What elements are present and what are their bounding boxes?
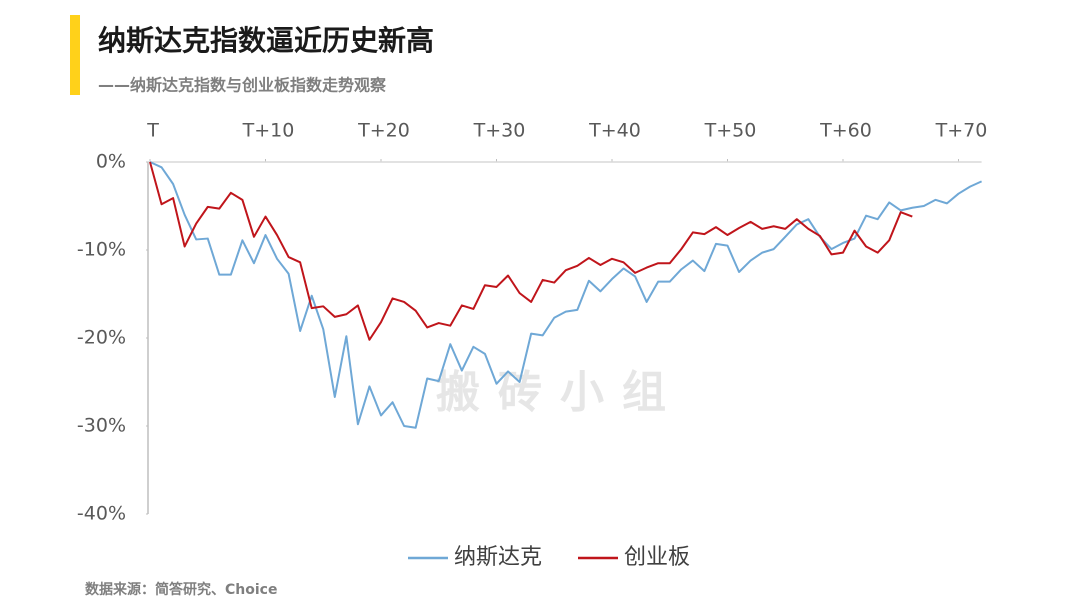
x-tick-label: T+10 (242, 120, 295, 142)
chart-subtitle: ——纳斯达克指数与创业板指数走势观察 (98, 76, 387, 95)
title-accent (70, 15, 80, 95)
legend-label: 创业板 (624, 545, 690, 570)
y-tick-label: -10% (77, 239, 126, 261)
x-tick-label: T+50 (704, 120, 757, 142)
x-tick-label: T (146, 120, 159, 142)
x-tick-label: T+60 (819, 120, 872, 142)
x-tick-label: T+40 (588, 120, 641, 142)
chart-title: 纳斯达克指数逼近历史新高 (98, 24, 434, 57)
x-tick-label: T+30 (473, 120, 526, 142)
legend-label: 纳斯达克 (454, 545, 542, 570)
x-tick-label: T+20 (357, 120, 410, 142)
series-line (149, 161, 913, 341)
y-tick-label: -40% (77, 503, 126, 525)
source-note: 数据来源：简答研究、Choice (85, 581, 277, 598)
y-tick-label: -30% (77, 415, 126, 437)
series-line (149, 161, 983, 429)
watermark: 搬砖小组 (436, 367, 684, 418)
x-tick-label: T+70 (935, 120, 988, 142)
y-tick-label: -20% (77, 327, 126, 349)
y-tick-label: 0% (96, 151, 126, 173)
